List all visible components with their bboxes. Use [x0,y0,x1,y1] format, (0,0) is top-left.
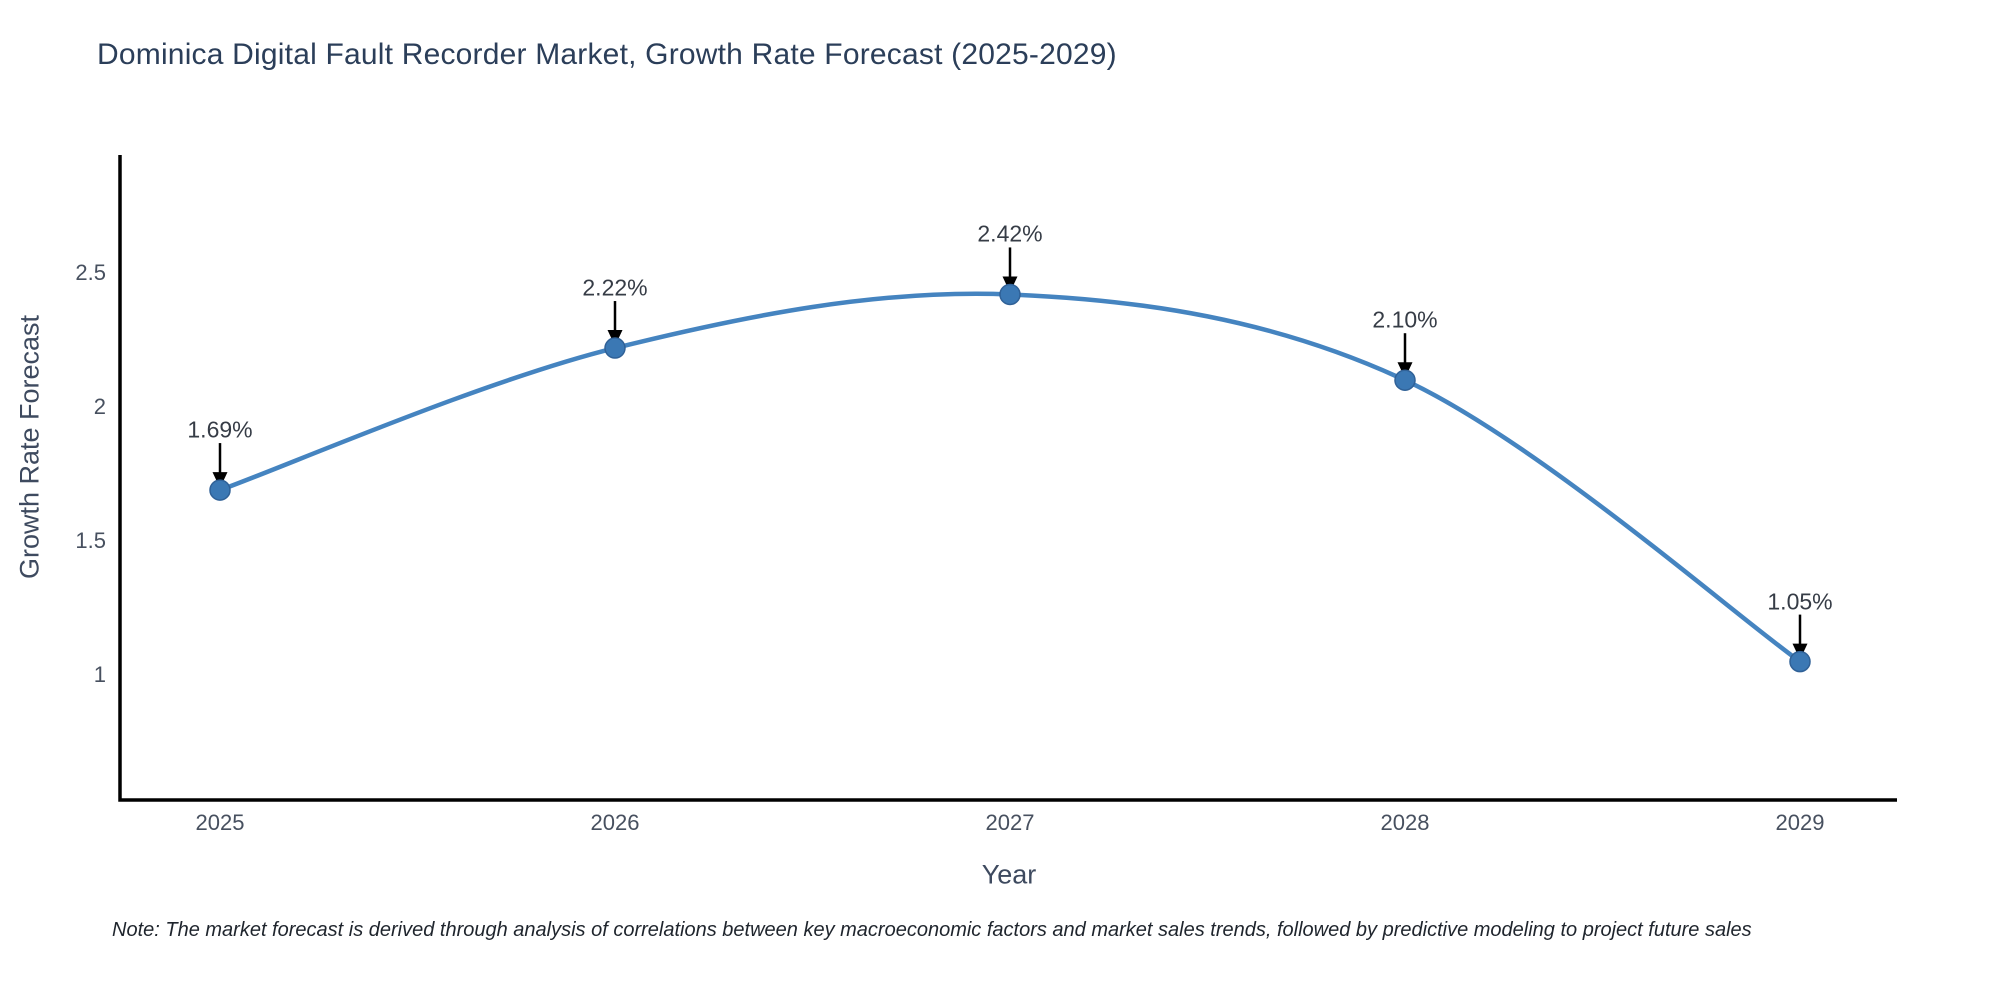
x-tick-label: 2029 [1775,810,1825,835]
point-value-label: 1.05% [1767,588,1833,615]
y-tick-label: 2 [93,394,106,419]
data-point-marker [1789,650,1811,673]
point-value-label: 2.42% [977,220,1043,247]
y-tick-label: 2.5 [75,260,106,285]
series-line [217,291,1803,664]
x-axis-title: Year [981,859,1037,890]
data-point-marker [999,283,1021,306]
y-axis-title: Growth Rate Forecast [14,314,45,580]
x-tick-label: 2025 [195,810,245,835]
chart-title: Dominica Digital Fault Recorder Market, … [97,38,1117,71]
x-tick-label: 2026 [590,810,640,835]
footnote-text: Note: The market forecast is derived thr… [112,919,1752,941]
axis-lines [118,155,1897,802]
data-point-marker [1394,369,1416,391]
data-point-marker [209,479,231,501]
data-point-marker [604,337,626,359]
point-value-label: 1.69% [187,416,253,443]
y-tick-label: 1 [93,662,106,687]
x-tick-label: 2027 [985,810,1035,835]
x-tick-label: 2028 [1380,810,1430,835]
y-tick-label: 1.5 [75,528,106,553]
point-value-label: 2.10% [1372,306,1438,333]
point-value-label: 2.22% [582,274,648,301]
